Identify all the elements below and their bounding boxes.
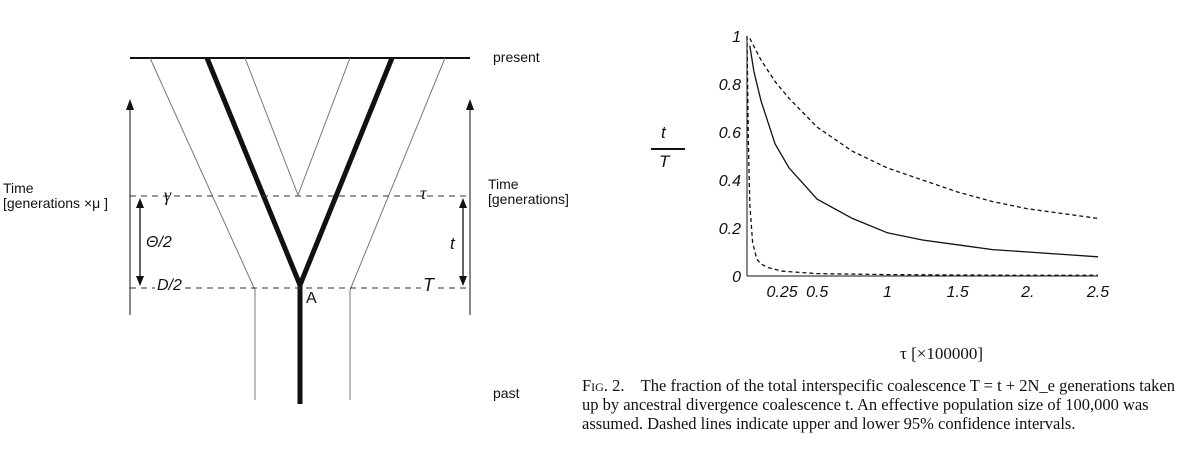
- x-axis-label: τ [×100000]: [900, 344, 983, 363]
- time-right-label-line2: [generations]: [488, 191, 569, 207]
- species-tree-outer-left: [149, 57, 256, 400]
- x-tick-label: 1: [883, 284, 892, 301]
- x-tick-label: 2.: [1020, 284, 1034, 301]
- x-tick-label: 2.5: [1086, 284, 1109, 301]
- y-axis-label-numerator: t: [661, 123, 666, 142]
- theta-arrowhead-top: [136, 198, 144, 208]
- y-axis-label-denominator: T: [659, 152, 670, 171]
- y-tick-label: 0.4: [719, 173, 741, 190]
- y-tick-label: 0.6: [719, 125, 741, 142]
- present-label: present: [493, 49, 540, 65]
- y-tick-label: 0: [732, 269, 741, 286]
- time-right-label-line1: Time: [488, 176, 519, 192]
- time-left-label-line1: Time: [3, 180, 34, 196]
- T-symbol: T: [421, 275, 436, 296]
- figure-caption: Fig. 2. The fraction of the total inters…: [582, 376, 1182, 433]
- t-arrowhead-bottom: [459, 276, 467, 286]
- past-label: past: [493, 385, 520, 401]
- left-time-arrowhead: [126, 99, 134, 110]
- y-tick-label: 1: [732, 29, 741, 46]
- x-tick-label: 0.25: [767, 284, 798, 301]
- D-half-symbol: D/2: [155, 277, 184, 295]
- y-tick-label: 0.2: [719, 221, 741, 238]
- caption-text: The fraction of the total interspecific …: [582, 376, 1175, 433]
- time-left-label-line2: [generations ×μ ]: [3, 195, 108, 211]
- coalescence-diagram: [126, 57, 474, 404]
- gene-tree-left: [204, 57, 303, 286]
- series-line-3: [746, 35, 1098, 276]
- figure-number: Fig. 2.: [582, 376, 625, 395]
- species-tree-inner: [244, 57, 351, 197]
- x-tick-label: 0.5: [806, 284, 828, 301]
- species-tree-outer-right: [349, 57, 446, 400]
- series-line-2: [749, 45, 1099, 258]
- gene-tree-right: [297, 57, 395, 286]
- y-tick-label: 0.8: [719, 77, 741, 94]
- theta-arrowhead-bottom: [136, 276, 144, 286]
- series-line-1: [749, 38, 1099, 220]
- tau-symbol: τ: [420, 183, 427, 203]
- gamma-symbol: γ: [164, 185, 172, 205]
- t-symbol: t: [450, 234, 455, 253]
- theta-half-symbol: Θ/2: [146, 234, 172, 251]
- x-tick-label: 1.5: [946, 284, 968, 301]
- y-axis-fraction-bar: [651, 148, 685, 150]
- right-time-arrowhead: [466, 99, 474, 110]
- node-A-label: A: [306, 290, 317, 307]
- t-arrowhead-top: [459, 198, 467, 208]
